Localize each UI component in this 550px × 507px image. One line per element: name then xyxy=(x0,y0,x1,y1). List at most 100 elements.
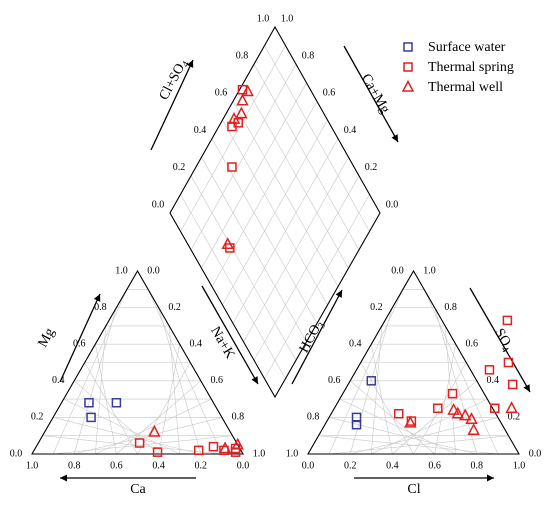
cation-right-tick: 1.0 xyxy=(253,448,266,459)
diamond-grid-line xyxy=(253,64,360,250)
anion-left-tick: 1.0 xyxy=(286,448,299,459)
anion-right-axis-label: SO4 xyxy=(489,326,515,354)
thermal-spring-anion-point xyxy=(393,408,404,419)
anion-bottom-axis-label: Cl xyxy=(407,482,420,497)
cation-right-tick: 0.2 xyxy=(168,302,181,313)
cation-bottom-tick: 0.6 xyxy=(110,460,123,471)
diamond-right-tick: 0.8 xyxy=(302,50,315,61)
surface-water-cation-point xyxy=(86,412,96,423)
anion-right-tick: 0.4 xyxy=(487,375,500,386)
surface-water-cation-point xyxy=(111,398,122,408)
diamond-right-tick: 0.6 xyxy=(323,88,336,99)
diamond-right-arrow xyxy=(343,45,399,143)
thermal-spring-cation-point xyxy=(193,445,204,456)
cation-grid-line xyxy=(63,398,180,455)
cation-triangle-frame xyxy=(31,269,244,455)
legend-marker xyxy=(401,79,415,92)
diamond-left-tick: 0.4 xyxy=(194,125,207,136)
anion-triangle-frame xyxy=(307,269,520,455)
diamond-grid-line xyxy=(222,119,328,306)
diamond-grid-line xyxy=(243,82,349,269)
cation-right-tick: 0.4 xyxy=(189,338,202,349)
anion-grid-line xyxy=(339,398,456,455)
anion-bottom-tick: 0.0 xyxy=(302,460,315,471)
thermal-well-diamond-point xyxy=(235,106,248,119)
anion-bottom-tick: 0.8 xyxy=(471,460,484,471)
anion-grid-line xyxy=(423,289,499,455)
grid-lines xyxy=(42,45,509,455)
anion-bottom-tick: 0.6 xyxy=(428,460,441,471)
diamond-left-arrow-head xyxy=(186,60,194,68)
cation-grid-line xyxy=(74,380,159,455)
cation-left-tick: 0.4 xyxy=(52,375,65,386)
thermal-well-anion-point xyxy=(451,406,465,419)
anion-left-arrow xyxy=(291,289,343,385)
legend-marker xyxy=(403,62,413,72)
diamond-left-tick: 0.2 xyxy=(173,162,186,173)
anion-left-tick: 0.2 xyxy=(370,302,383,313)
diamond-right-tick: 0.4 xyxy=(344,125,357,136)
thermal-spring-anion-point xyxy=(447,388,458,399)
anion-right-tick: 0.6 xyxy=(465,338,478,349)
cation-left-tick: 0.8 xyxy=(94,302,107,313)
cation-bottom-tick: 0.8 xyxy=(68,460,81,471)
diamond-left-tick: 0.0 xyxy=(152,199,165,210)
anion-bottom-tick: 1.0 xyxy=(513,460,526,471)
diamond-grid-line xyxy=(232,101,339,287)
diamond-left-tick: 0.6 xyxy=(215,88,228,99)
legend-label: Thermal well xyxy=(428,80,503,95)
diamond-grid-line xyxy=(264,45,370,232)
thermal-well-anion-point xyxy=(465,412,478,424)
diamond-left-tick: 0.8 xyxy=(236,50,249,61)
diamond-right-tick: 0.0 xyxy=(386,199,399,210)
thermal-spring-anion-point xyxy=(484,365,495,375)
cation-grid-line xyxy=(53,417,201,455)
anion-grid-line xyxy=(434,344,456,455)
thermal-well-anion-point xyxy=(467,423,480,435)
anion-left-arrow-head xyxy=(335,290,342,298)
thermal-well-anion-point xyxy=(447,402,460,415)
cation-grid-line xyxy=(42,435,222,455)
surface-water-cation-point xyxy=(84,398,94,408)
diamond-grid-line xyxy=(211,101,318,287)
cation-right-arrow xyxy=(201,285,259,385)
cation-left-tick: 0.6 xyxy=(73,338,86,349)
anion-right-arrow xyxy=(469,287,531,393)
anion-bottom-tick: 0.4 xyxy=(386,460,399,471)
thermal-spring-anion-point xyxy=(507,379,518,390)
surface-water-anion-point xyxy=(351,419,362,430)
cation-left-tick: 0.0 xyxy=(10,448,23,459)
anion-left-tick: 0.8 xyxy=(307,412,320,423)
anion-right-tick: 0.2 xyxy=(508,412,521,423)
thermal-well-anion-point xyxy=(458,408,472,421)
thermal-spring-anion-point xyxy=(502,315,513,326)
thermal-spring-diamond-point xyxy=(227,162,237,172)
diamond-grid-line xyxy=(201,82,307,269)
cation-left-arrow xyxy=(59,293,101,383)
cation-right-arrow-head xyxy=(251,376,258,384)
cation-right-tick: 0.8 xyxy=(232,412,245,423)
anion-grid-line xyxy=(413,362,467,455)
cation-right-axis-label: Na+K xyxy=(207,324,237,361)
anion-grid-line xyxy=(318,435,498,455)
cation-left-tick: 0.2 xyxy=(31,412,44,423)
thermal-spring-anion-point xyxy=(503,357,514,368)
diamond-grid-line xyxy=(190,64,297,250)
thermal-well-diamond-point xyxy=(241,84,254,97)
cation-grid-line xyxy=(158,307,202,455)
cation-left-tick: 1.0 xyxy=(115,265,128,276)
anion-grid-line xyxy=(434,307,478,455)
cation-left-arrow-head xyxy=(93,294,101,302)
anion-grid-line xyxy=(329,417,477,455)
anion-grid-line xyxy=(350,380,435,455)
thermal-spring-cation-point xyxy=(152,447,163,457)
cation-right-tick: 0.6 xyxy=(211,375,224,386)
cation-bottom-tick: 1.0 xyxy=(26,460,39,471)
anion-bottom-arrow-head xyxy=(487,474,494,482)
thermal-well-cation-point xyxy=(148,424,161,437)
thermal-well-anion-point xyxy=(505,401,518,413)
diamond-right-arrow-head xyxy=(391,134,398,142)
cation-grid-line xyxy=(168,325,180,455)
